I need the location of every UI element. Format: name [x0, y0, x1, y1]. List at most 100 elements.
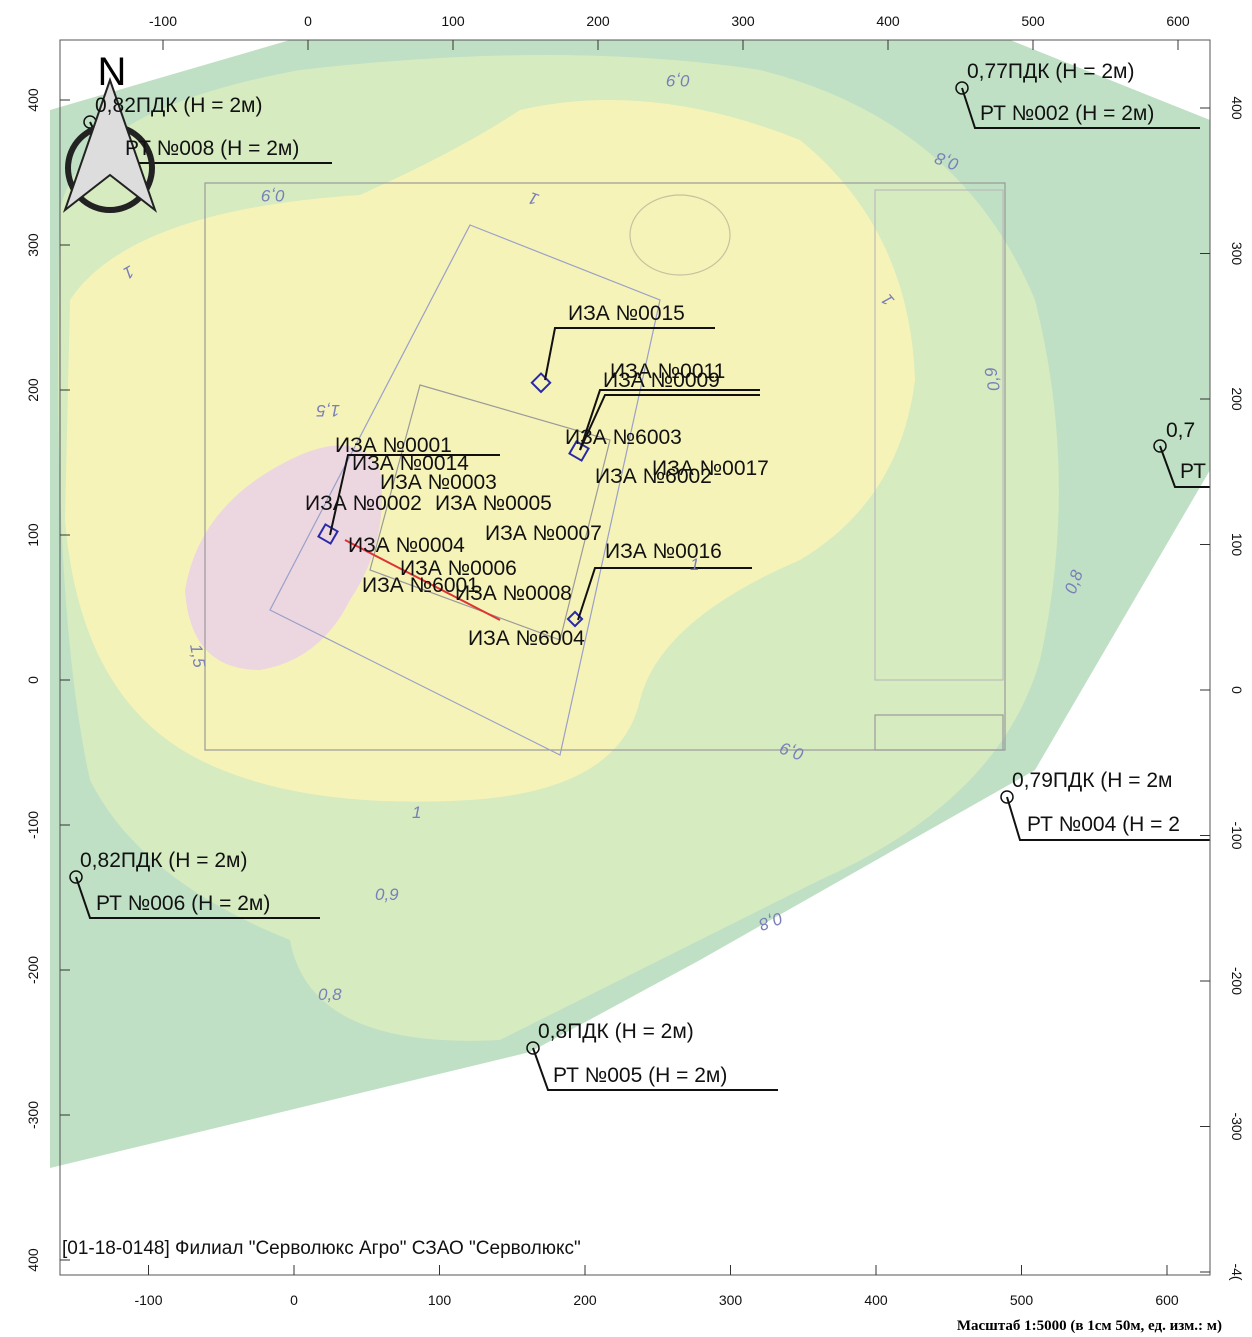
leader [329, 454, 500, 536]
x-tick-label: 600 [1166, 13, 1190, 29]
receptor-value: 0,8ПДК (Н = 2м) [538, 1020, 694, 1043]
y-tick-label: 0 [25, 676, 41, 684]
leader [1006, 796, 1210, 841]
zone-15 [185, 445, 382, 670]
x-tick-label: 300 [719, 1292, 743, 1308]
source-label: ИЗА №0007 [485, 522, 602, 545]
source-label: ИЗА №0002 [305, 492, 422, 515]
y-tick-label: 400 [25, 88, 41, 112]
leader [579, 394, 760, 451]
receptor-label: РТ №006 (Н = 2м) [96, 892, 270, 915]
contour-label: 1,5 [186, 642, 209, 669]
x-tick-label: 500 [1010, 1292, 1034, 1308]
x-tick-label: 600 [1155, 1292, 1179, 1308]
y-tick-label: 300 [1229, 242, 1245, 266]
y-tick-label: 400 [25, 1248, 41, 1272]
compass: N [62, 50, 158, 213]
source-label: ИЗА №0016 [605, 540, 722, 563]
contour-label: 0,9 [981, 365, 1004, 392]
contour-label: 1,5 [316, 401, 340, 420]
source-label: ИЗА №0001 [335, 434, 452, 457]
receptor-label: РТ №002 (Н = 2м) [980, 102, 1154, 125]
y-tick-label: 300 [25, 233, 41, 257]
receptor [955, 81, 969, 95]
footer: [01-18-0148] Филиал "Серволюкс Агро" СЗА… [62, 1238, 581, 1259]
y-tick-label: 100 [25, 523, 41, 547]
y-tick-label: -100 [25, 811, 41, 839]
x-tick-label: 300 [731, 13, 755, 29]
receptor-label: РТ №004 (Н = 2 [1027, 813, 1180, 836]
source-label: ИЗА №0006 [400, 557, 517, 580]
receptor-value: 0,82ПДК (Н = 2м) [80, 849, 247, 872]
labels: 0,82ПДК (Н = 2м) РТ №008 (Н = 2м) 0,77ПД… [62, 60, 1222, 1334]
x-tick-label: 400 [876, 13, 900, 29]
x-tick-label: 400 [864, 1292, 888, 1308]
source-line [344, 539, 501, 621]
source-label: ИЗА №6003 [565, 426, 682, 449]
receptor [1000, 790, 1014, 804]
scale-note: Масштаб 1:5000 (в 1см 50м, ед. изм.: м) [957, 1318, 1222, 1334]
y-tick-label: -300 [1229, 1112, 1245, 1140]
receptor-value: 0,82ПДК (Н = 2м) [95, 94, 262, 117]
receptor [1153, 439, 1167, 453]
x-tick-label: -100 [149, 13, 177, 29]
tank [629, 194, 731, 276]
source-label: ИЗА №0008 [455, 582, 572, 605]
site-boundary [269, 224, 661, 756]
source-label: ИЗА №0004 [348, 534, 465, 557]
x-tick-label: 200 [586, 13, 610, 29]
contour-label: 0,9 [375, 885, 399, 904]
y-tick-label: 200 [25, 378, 41, 402]
drawing-frame [204, 182, 1006, 751]
x-tick-label: 0 [290, 1292, 298, 1308]
x-tick-label: 500 [1021, 13, 1045, 29]
leader [1159, 445, 1210, 488]
x-tick-label: 0 [304, 13, 312, 29]
axis-frame [59, 39, 1211, 1276]
receptor-label: РТ №005 (Н = 2м) [553, 1064, 727, 1087]
y-tick-label: -200 [1229, 967, 1245, 995]
x-tick-label: -100 [134, 1292, 162, 1308]
y-tick-label: 200 [1229, 387, 1245, 411]
site-plan [204, 182, 1006, 756]
source-label: ИЗА №0015 [568, 302, 685, 325]
receptor-value: 0,7 [1166, 419, 1195, 442]
source-label: ИЗА №0003 [380, 471, 497, 494]
source-label: ИЗА №6001 [362, 574, 479, 597]
leader [544, 327, 715, 381]
source-label: ИЗА №6004 [468, 627, 585, 650]
x-tick-label: 100 [428, 1292, 452, 1308]
building [369, 384, 611, 641]
axes: -100 0 100 200 300 400 500 600-100 0 100 200 300 400… [25, 13, 1245, 1308]
y-tick-label: 100 [1229, 533, 1245, 557]
x-tick-label: 100 [441, 13, 465, 29]
leader [961, 87, 1200, 129]
source-label: ИЗА №0011 [610, 360, 725, 383]
y-tick-label: 400 [1229, 96, 1245, 120]
y-tick-label: -4( [1229, 1263, 1245, 1280]
y-tick-label: -100 [1229, 821, 1245, 849]
leader [579, 389, 760, 451]
contours [50, 40, 1210, 1168]
y-tick-label: -300 [25, 1101, 41, 1129]
y-tick-label: 0 [1229, 686, 1245, 694]
receptor-value: 0,79ПДК (Н = 2м [1012, 769, 1172, 792]
leader [577, 567, 752, 621]
contour-label: 1 [690, 555, 699, 574]
compass-arrow [62, 76, 158, 213]
receptor-label: РТ №008 (Н = 2м) [125, 137, 299, 160]
stamp [874, 714, 1004, 751]
leader [532, 1047, 778, 1091]
contour-label: 1 [412, 803, 421, 822]
source-label: ИЗА №0005 [435, 492, 552, 515]
source-label: ИЗА №0009 [603, 369, 720, 392]
receptor [69, 870, 83, 884]
contour-label: 0,8 [318, 985, 342, 1004]
x-tick-label: 200 [573, 1292, 597, 1308]
table [874, 189, 1004, 681]
contour-label: 0,9 [261, 186, 285, 205]
receptor-value: 0,77ПДК (Н = 2м) [967, 60, 1134, 83]
receptor-label: РТ [1180, 460, 1206, 483]
leader [75, 876, 320, 919]
